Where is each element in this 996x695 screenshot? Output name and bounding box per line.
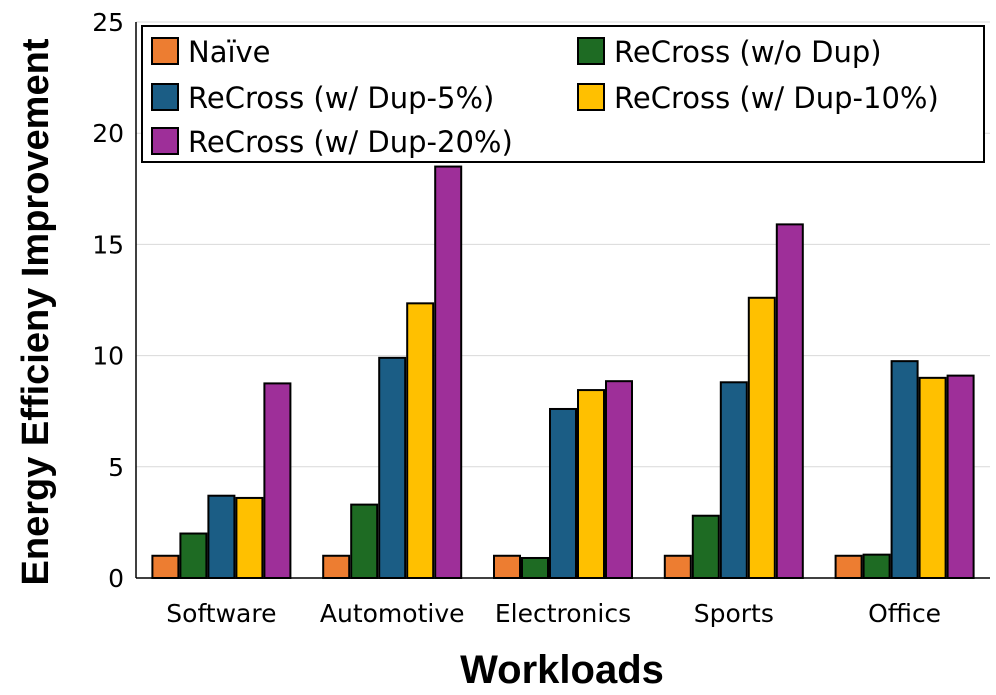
x-category-label: Software: [166, 599, 276, 628]
x-category-labels: Software Automotive Electronics Sports Offic…: [166, 599, 941, 628]
bar-automotive-series-4: [406, 302, 435, 579]
bar-automotive-series-1: [322, 554, 351, 580]
legend-box: [141, 25, 985, 163]
bar-sports-series-3: [719, 381, 748, 579]
bar-electronics-series-3: [549, 407, 577, 580]
bars: [151, 165, 975, 580]
legend-swatch: [151, 127, 179, 155]
x-category-label: Sports: [694, 599, 774, 628]
bar-software-series-1: [151, 554, 180, 580]
x-category-label: Office: [868, 599, 941, 628]
legend-label: ReCross (w/o Dup): [614, 35, 882, 69]
bar-electronics-series-1: [493, 554, 521, 580]
x-category-label: Electronics: [495, 599, 631, 628]
y-tick-labels: 0 5 10 15 20 25: [92, 8, 124, 593]
bar-office-series-5: [946, 374, 975, 579]
bar-automotive-series-5: [434, 165, 463, 579]
legend-label: ReCross (w/ Dup-5%): [188, 81, 494, 115]
y-axis-title: Energy Efficieny Improvement: [15, 38, 57, 585]
y-tick-label: 10: [92, 342, 124, 371]
x-axis-title: Workloads: [460, 648, 664, 692]
y-tick-label: 5: [108, 453, 124, 482]
bar-software-series-2: [179, 532, 208, 580]
bar-office-series-4: [918, 376, 947, 579]
legend-label: ReCross (w/ Dup-10%): [614, 81, 939, 115]
y-tick-label: 25: [92, 8, 124, 37]
legend-label: Naïve: [188, 35, 271, 69]
bar-office-series-1: [834, 554, 863, 580]
axes: [135, 22, 990, 579]
y-tick-label: 0: [108, 564, 124, 593]
bar-office-series-2: [862, 553, 891, 580]
bar-electronics-series-4: [577, 389, 605, 579]
bar-automotive-series-2: [350, 503, 379, 579]
bar-electronics-series-5: [605, 380, 633, 579]
bar-sports-series-2: [691, 514, 720, 580]
legend-swatch: [151, 83, 179, 111]
legend-swatch: [577, 37, 605, 65]
legend: Naïve ReCross (w/o Dup) ReCross (w/ Dup-5%…: [141, 25, 985, 163]
bar-office-series-3: [890, 360, 919, 579]
bar-software-series-3: [207, 494, 236, 580]
y-tick-label: 20: [92, 119, 124, 148]
bar-software-series-4: [235, 496, 264, 580]
bar-sports-series-5: [775, 223, 804, 579]
bar-electronics-series-2: [521, 556, 549, 580]
legend-label: ReCross (w/ Dup-20%): [188, 125, 513, 159]
bar-automotive-series-3: [378, 356, 407, 579]
legend-swatch: [151, 37, 179, 65]
y-tick-label: 15: [92, 230, 124, 259]
bar-software-series-5: [263, 382, 292, 579]
x-category-label: Automotive: [320, 599, 465, 628]
legend-swatch: [577, 83, 605, 111]
bar-sports-series-1: [663, 554, 692, 580]
bar-sports-series-4: [747, 296, 776, 579]
